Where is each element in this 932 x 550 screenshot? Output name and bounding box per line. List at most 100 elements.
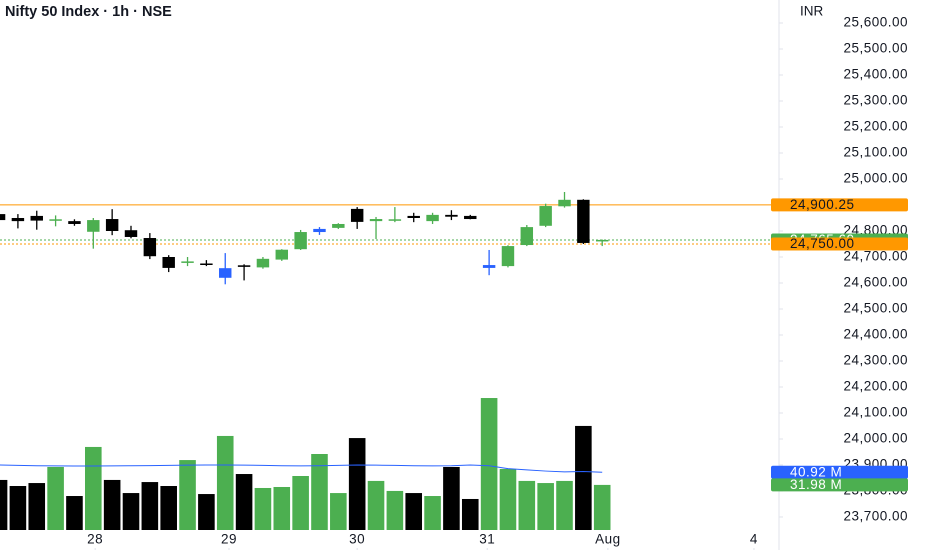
y-tick-label: 25,000.00	[843, 171, 908, 186]
candle-body	[124, 230, 138, 237]
volume-bar	[254, 487, 272, 530]
volume-bar	[292, 475, 309, 530]
y-tick-label: 25,500.00	[843, 41, 908, 56]
candle-body	[181, 261, 194, 263]
currency-label: INR	[800, 4, 824, 19]
candle-body	[445, 214, 458, 217]
x-tick-label: Aug	[595, 532, 621, 547]
chart-title: Nifty 50 Index · 1h · NSE	[5, 4, 172, 20]
candle-body	[426, 214, 439, 222]
volume-bar	[198, 494, 215, 530]
volume-bar	[537, 483, 554, 530]
volume-bar	[556, 480, 573, 530]
y-tick-label: 25,400.00	[843, 67, 908, 82]
volume-bar	[461, 498, 479, 530]
volume-badge-bg	[771, 465, 908, 479]
volume-bar	[405, 493, 423, 530]
candle-body	[369, 219, 383, 222]
volume-bar	[499, 468, 517, 530]
volume-bar	[311, 454, 328, 530]
candle-body	[68, 221, 81, 224]
price-badge-bg	[771, 237, 908, 251]
volume-bar	[66, 496, 83, 530]
y-tick-label: 24,600.00	[843, 275, 908, 290]
volume-bar	[160, 486, 177, 530]
y-tick-label: 25,600.00	[843, 15, 908, 30]
volume-bar	[480, 398, 498, 530]
candle-body	[407, 215, 420, 218]
candle-body	[0, 214, 6, 221]
candle-body	[30, 215, 43, 221]
volume-bar	[141, 482, 159, 530]
y-tick-label: 25,300.00	[843, 93, 908, 108]
volume-bar	[273, 486, 291, 530]
candle-body	[558, 199, 571, 207]
volume-bar	[235, 474, 253, 530]
candle-body	[275, 249, 289, 260]
candle-body	[256, 258, 270, 268]
y-tick-label: 25,100.00	[843, 145, 908, 160]
candle-body	[162, 256, 175, 268]
candle-body	[482, 265, 496, 268]
candle-body	[294, 232, 307, 250]
volume-bar	[593, 484, 611, 530]
volume-ma-line	[0, 464, 603, 473]
price-badge: 24,900.25	[790, 197, 855, 212]
candle-body	[219, 268, 232, 278]
volume-bar	[443, 466, 460, 530]
candle-body	[11, 217, 25, 222]
volume-bar	[85, 446, 102, 530]
volume-bar	[424, 496, 441, 530]
candle-body	[313, 228, 326, 233]
candle-body	[388, 219, 402, 221]
y-tick-label: 25,200.00	[843, 119, 908, 134]
candle-body	[143, 238, 157, 257]
candle-body	[237, 265, 251, 267]
volume-bar	[386, 490, 404, 530]
y-tick-label: 24,000.00	[843, 431, 908, 446]
y-tick-label: 24,700.00	[843, 249, 908, 264]
y-tick-label: 24,500.00	[843, 301, 908, 316]
plot-area	[0, 191, 771, 530]
candle-body	[49, 219, 62, 221]
y-tick-label: 23,700.00	[843, 509, 908, 524]
x-tick-label: 29	[221, 532, 237, 547]
price-badge: 24,750.00	[790, 236, 855, 251]
volume-badge-bg	[771, 478, 908, 492]
volume-badge: 31.98 M	[790, 477, 842, 492]
candle-body	[332, 223, 345, 228]
y-tick-label: 24,200.00	[843, 379, 908, 394]
candle-body	[520, 227, 534, 246]
volume-bar	[47, 466, 64, 530]
volume-bar	[179, 460, 196, 530]
x-tick-label: 28	[87, 532, 103, 547]
candle-body	[87, 220, 100, 232]
y-tick-label: 24,100.00	[843, 405, 908, 420]
candle-body	[200, 263, 213, 265]
volume-bar	[122, 493, 140, 530]
price-badge-bg	[771, 198, 908, 212]
volume-badge: 40.92 M	[790, 464, 842, 479]
y-tick-label: 24,300.00	[843, 353, 908, 368]
x-tick-label: 31	[479, 532, 495, 547]
x-tick-label: 4	[750, 532, 758, 547]
volume-bar	[216, 435, 234, 530]
candle-body	[501, 246, 515, 267]
candle-body	[577, 199, 590, 243]
x-tick-label: 30	[349, 532, 365, 547]
candle-body	[595, 239, 609, 242]
volume-bar	[0, 479, 8, 530]
candle-body	[539, 206, 552, 226]
candle-body	[464, 215, 477, 220]
volume-bar	[348, 438, 366, 530]
volume-bar	[103, 479, 121, 530]
candle-body	[105, 219, 119, 231]
volume-bar	[575, 425, 592, 530]
candle-body	[350, 208, 364, 222]
y-tick-label: 24,400.00	[843, 327, 908, 342]
price-axis: 23,700.0023,800.0023,900.0024,000.0024,1…	[87, 15, 908, 550]
volume-bar	[330, 493, 347, 530]
volume-bar	[28, 483, 46, 530]
